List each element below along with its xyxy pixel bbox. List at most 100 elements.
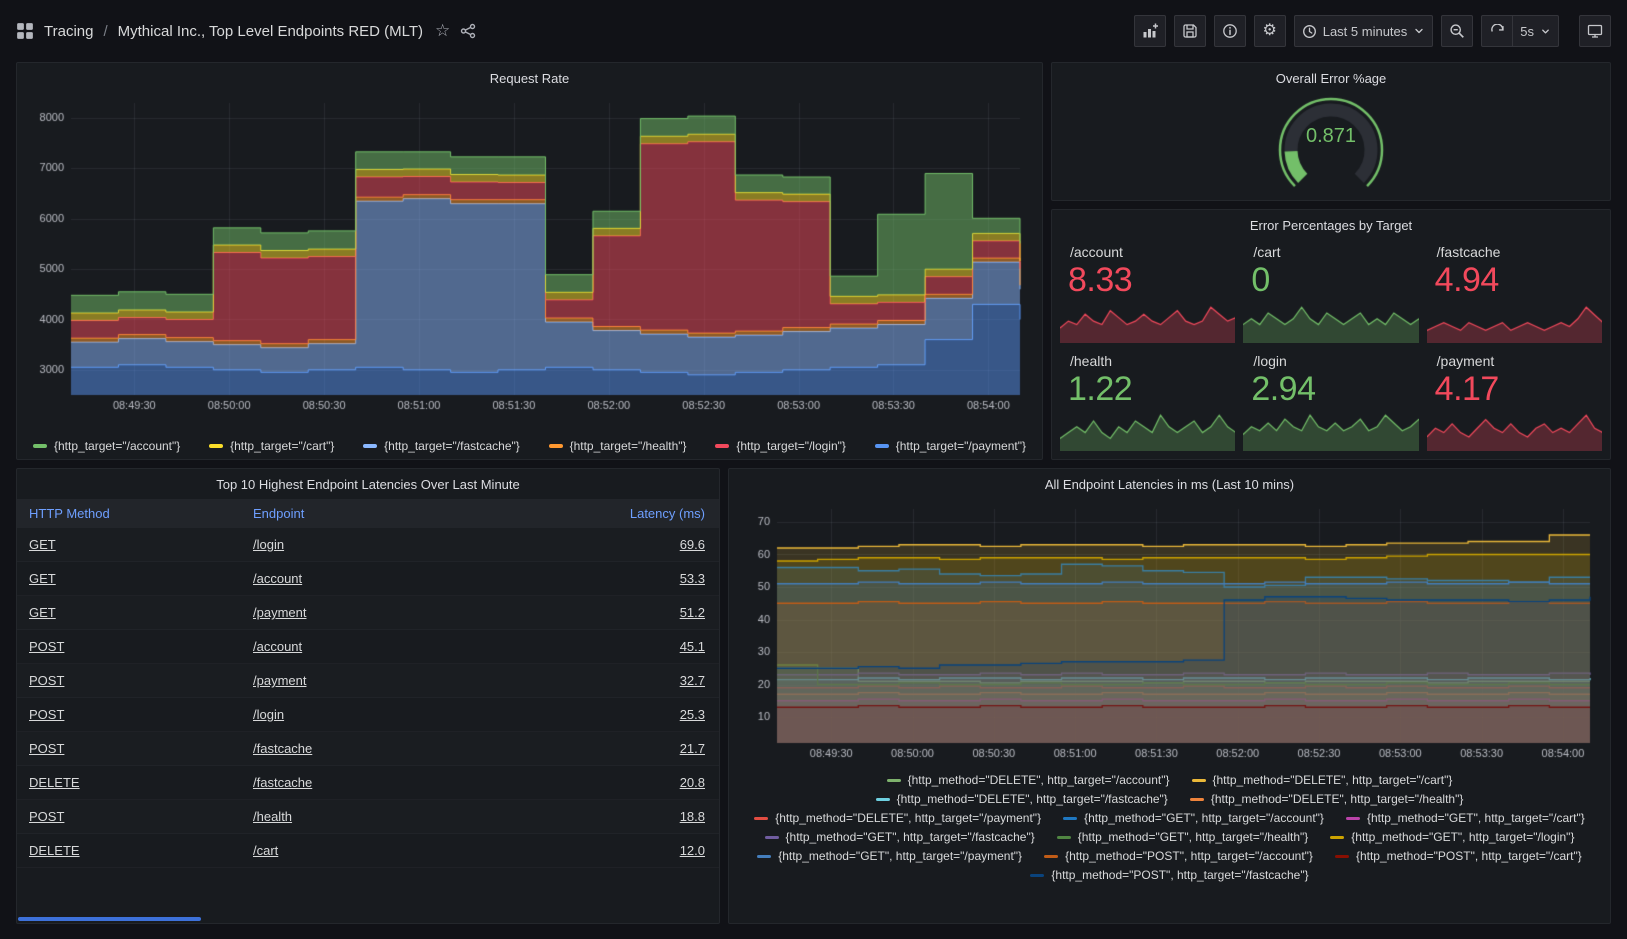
legend-label: {http_method="GET", http_target="/fastca… bbox=[785, 830, 1035, 844]
horizontal-scrollbar-thumb[interactable] bbox=[18, 917, 201, 921]
legend-item[interactable]: {http_target="/login"} bbox=[715, 439, 846, 453]
error-target-cell[interactable]: /fastcache 4.94 bbox=[1426, 242, 1602, 343]
dashboard-settings-button[interactable]: ⚙ bbox=[1253, 15, 1286, 47]
panel-title[interactable]: Top 10 Highest Endpoint Latencies Over L… bbox=[216, 476, 520, 492]
refresh-button-group: 5s bbox=[1481, 15, 1559, 47]
error-targets-grid: /account 8.33 /cart 0 /fastcache 4.94 bbox=[1060, 242, 1602, 451]
error-target-cell[interactable]: /payment 4.17 bbox=[1426, 351, 1602, 451]
legend-item[interactable]: {http_method="DELETE", http_target="/acc… bbox=[886, 773, 1170, 787]
legend-label: {http_method="GET", http_target="/cart"} bbox=[1366, 811, 1585, 825]
cell-endpoint[interactable]: /fastcache bbox=[253, 775, 313, 790]
legend-item[interactable]: {http_target="/fastcache"} bbox=[363, 439, 520, 453]
error-target-label: /fastcache bbox=[1436, 244, 1501, 260]
table-row: POST /payment 32.7 bbox=[17, 664, 719, 698]
panel-title[interactable]: Request Rate bbox=[489, 70, 570, 86]
error-target-cell[interactable]: /account 8.33 bbox=[1060, 242, 1236, 343]
cell-latency[interactable]: 45.1 bbox=[679, 639, 705, 654]
cell-http-method[interactable]: DELETE bbox=[29, 775, 80, 790]
legend-label: {http_method="POST", http_target="/accou… bbox=[1065, 849, 1313, 863]
legend-item[interactable]: {http_method="GET", http_target="/cart"} bbox=[1345, 811, 1585, 825]
cell-endpoint[interactable]: /account bbox=[253, 639, 303, 654]
add-panel-button[interactable] bbox=[1133, 15, 1166, 47]
cell-http-method[interactable]: GET bbox=[29, 605, 56, 620]
legend-label: {http_method="DELETE", http_target="/car… bbox=[1212, 773, 1453, 787]
breadcrumb-app[interactable]: Tracing bbox=[44, 22, 94, 40]
share-icon[interactable] bbox=[460, 23, 476, 39]
apps-grid-icon[interactable] bbox=[16, 22, 34, 40]
cell-latency[interactable]: 18.8 bbox=[679, 809, 705, 824]
cell-http-method[interactable]: GET bbox=[29, 571, 56, 586]
error-target-cell[interactable]: /health 1.22 bbox=[1060, 351, 1236, 451]
column-header-endpoint[interactable]: Endpoint bbox=[253, 506, 305, 521]
legend-item[interactable]: {http_method="POST", http_target="/fastc… bbox=[1030, 868, 1309, 882]
cell-latency[interactable]: 20.8 bbox=[679, 775, 705, 790]
cell-latency[interactable]: 51.2 bbox=[679, 605, 705, 620]
table-body: GET /login 69.6 GET /account 53.3 GET /p… bbox=[17, 528, 719, 868]
panel-title[interactable]: Error Percentages by Target bbox=[1249, 217, 1413, 233]
legend-item[interactable]: {http_method="POST", http_target="/accou… bbox=[1044, 849, 1313, 863]
error-target-label: /login bbox=[1253, 352, 1287, 369]
legend-item[interactable]: {http_method="DELETE", http_target="/pay… bbox=[754, 811, 1041, 825]
error-target-sparkline bbox=[1060, 296, 1236, 343]
panel-title[interactable]: Overall Error %age bbox=[1275, 70, 1387, 86]
legend-item[interactable]: {http_target="/payment"} bbox=[874, 439, 1026, 453]
cell-endpoint[interactable]: /login bbox=[253, 537, 285, 552]
table-row: DELETE /fastcache 20.8 bbox=[17, 766, 719, 800]
legend-item[interactable]: {http_method="DELETE", http_target="/hea… bbox=[1189, 792, 1463, 806]
cell-http-method[interactable]: POST bbox=[29, 707, 65, 722]
cell-latency[interactable]: 69.6 bbox=[679, 537, 705, 552]
legend-swatch bbox=[875, 797, 890, 801]
legend-item[interactable]: {http_method="DELETE", http_target="/fas… bbox=[875, 792, 1168, 806]
cell-http-method[interactable]: POST bbox=[29, 639, 65, 654]
cell-latency[interactable]: 21.7 bbox=[679, 741, 705, 756]
time-range-picker[interactable]: Last 5 minutes bbox=[1293, 15, 1434, 47]
column-header-latency[interactable]: Latency (ms) bbox=[629, 506, 705, 521]
cell-http-method[interactable]: POST bbox=[29, 673, 65, 688]
legend-swatch bbox=[1044, 854, 1059, 858]
zoom-out-button[interactable] bbox=[1441, 15, 1474, 47]
legend-item[interactable]: {http_method="POST", http_target="/cart"… bbox=[1334, 849, 1582, 863]
legend-item[interactable]: {http_method="GET", http_target="/health… bbox=[1056, 830, 1308, 844]
cell-http-method[interactable]: GET bbox=[29, 537, 56, 552]
cell-endpoint[interactable]: /login bbox=[253, 707, 285, 722]
refresh-interval-dropdown[interactable]: 5s bbox=[1513, 15, 1559, 47]
breadcrumb-dashboard-title[interactable]: Mythical Inc., Top Level Endpoints RED (… bbox=[117, 22, 424, 40]
legend-item[interactable]: {http_target="/account"} bbox=[33, 439, 180, 453]
error-target-label: /cart bbox=[1253, 244, 1281, 260]
legend-swatch bbox=[1189, 797, 1204, 801]
cell-endpoint[interactable]: /health bbox=[253, 809, 293, 824]
cell-http-method[interactable]: POST bbox=[29, 741, 65, 756]
legend-item[interactable]: {http_target="/health"} bbox=[548, 439, 687, 453]
request-rate-chart-canvas[interactable] bbox=[25, 93, 1034, 419]
refresh-button[interactable] bbox=[1481, 15, 1514, 47]
legend-item[interactable]: {http_method="GET", http_target="/accoun… bbox=[1063, 811, 1324, 825]
save-dashboard-button[interactable] bbox=[1173, 15, 1206, 47]
cell-http-method[interactable]: DELETE bbox=[29, 843, 80, 858]
error-target-cell[interactable]: /cart 0 bbox=[1243, 242, 1419, 343]
cell-endpoint[interactable]: /payment bbox=[253, 605, 307, 620]
cell-endpoint[interactable]: /fastcache bbox=[253, 741, 313, 756]
cell-http-method[interactable]: POST bbox=[29, 809, 65, 824]
legend-label: {http_target="/account"} bbox=[54, 439, 181, 453]
error-target-cell[interactable]: /login 2.94 bbox=[1243, 351, 1419, 451]
dashboard-info-button[interactable] bbox=[1213, 15, 1246, 47]
legend-item[interactable]: {http_target="/cart"} bbox=[209, 439, 334, 453]
cell-endpoint[interactable]: /account bbox=[253, 571, 303, 586]
legend-item[interactable]: {http_method="GET", http_target="/login"… bbox=[1330, 830, 1574, 844]
cell-latency[interactable]: 12.0 bbox=[679, 843, 705, 858]
panel-title[interactable]: All Endpoint Latencies in ms (Last 10 mi… bbox=[1044, 476, 1295, 492]
star-icon[interactable]: ☆ bbox=[435, 21, 451, 40]
legend-item[interactable]: {http_method="GET", http_target="/fastca… bbox=[764, 830, 1035, 844]
cell-endpoint[interactable]: /payment bbox=[253, 673, 307, 688]
error-target-value: 1.22 bbox=[1068, 369, 1133, 408]
latency-chart-canvas[interactable] bbox=[737, 499, 1604, 767]
cell-latency[interactable]: 32.7 bbox=[679, 673, 705, 688]
legend-label: {http_method="DELETE", http_target="/fas… bbox=[896, 792, 1168, 806]
legend-item[interactable]: {http_method="DELETE", http_target="/car… bbox=[1191, 773, 1453, 787]
column-header-http-method[interactable]: HTTP Method bbox=[29, 506, 110, 521]
cell-latency[interactable]: 25.3 bbox=[679, 707, 705, 722]
cell-endpoint[interactable]: /cart bbox=[253, 843, 279, 858]
cell-latency[interactable]: 53.3 bbox=[679, 571, 705, 586]
legend-item[interactable]: {http_method="GET", http_target="/paymen… bbox=[757, 849, 1022, 863]
tv-mode-button[interactable] bbox=[1579, 15, 1611, 47]
